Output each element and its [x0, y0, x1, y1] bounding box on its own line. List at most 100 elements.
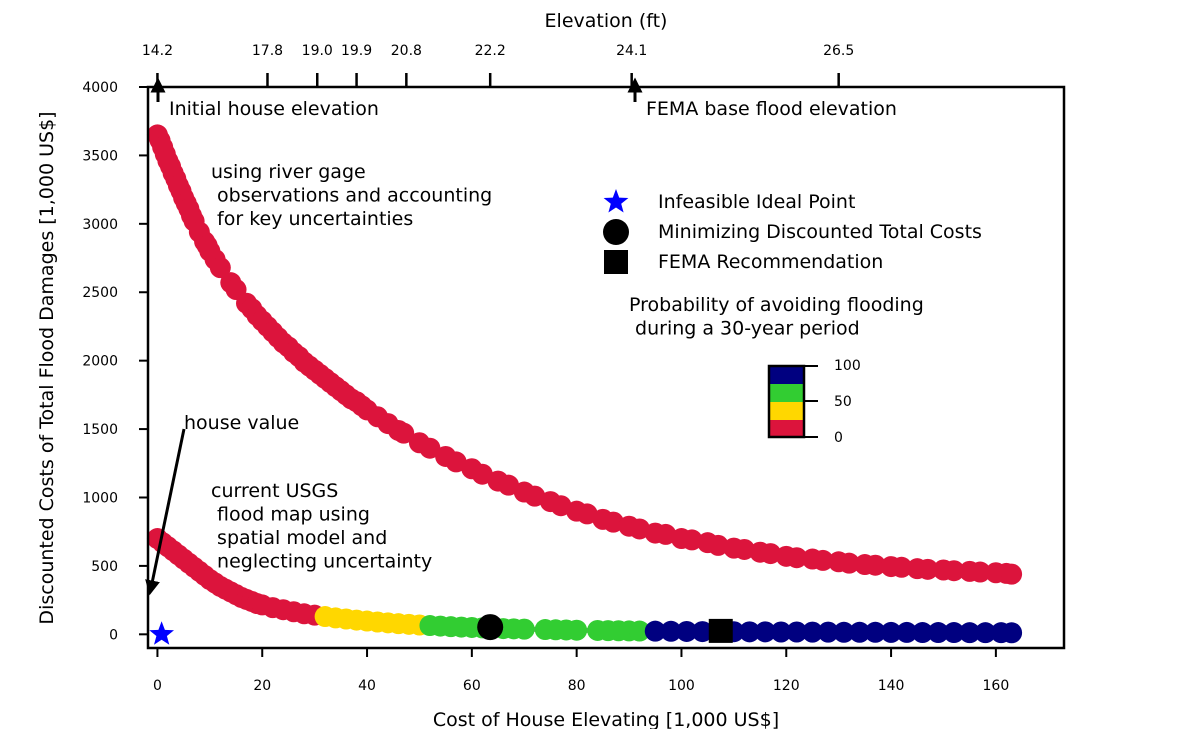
y-tick-label: 3000: [82, 217, 118, 233]
colorbar-tick-label-50: 50: [834, 394, 852, 410]
series-0-point: [917, 558, 939, 580]
top-tick-label: 14.2: [142, 43, 173, 59]
top-axis-label: Elevation (ft): [545, 10, 668, 32]
colorbar-band-green: [769, 384, 804, 402]
min-cost-point: [477, 614, 504, 641]
legend: Infeasible Ideal Point Minimizing Discou…: [603, 189, 982, 274]
legend-entry-fema: FEMA Recommendation: [658, 251, 883, 273]
series-1-point: [566, 619, 588, 641]
series-1-point: [974, 622, 996, 644]
house-value-annotation: house value: [184, 412, 299, 434]
series-1-point: [880, 621, 902, 643]
annotation-line: during a 30-year period: [629, 318, 860, 340]
y-tick-label: 500: [91, 559, 118, 575]
top-tick-label: 19.9: [341, 43, 372, 59]
legend-min-cost-circle-icon: [603, 219, 629, 245]
series-1-point: [770, 621, 792, 643]
x-tick-label: 120: [773, 678, 800, 694]
series-1-point: [739, 621, 761, 643]
top-tick-label: 20.8: [391, 43, 422, 59]
series-0-point: [498, 474, 520, 496]
series-0-point: [707, 534, 729, 556]
top-tick-label: 22.2: [475, 43, 506, 59]
x-tick-label: 60: [463, 678, 481, 694]
x-tick-label: 80: [568, 678, 586, 694]
annotation-line: current USGS: [211, 480, 338, 502]
y-axis-label: Discounted Costs of Total Flood Damages …: [36, 111, 58, 624]
series-1-point: [849, 621, 871, 643]
plot-frame: [146, 85, 1066, 650]
series-0-point: [419, 437, 441, 459]
y-axis-ticks: 0 500 1000 1500 2000 2500 3000 3500 4000: [82, 80, 148, 643]
house-value-arrow: [145, 428, 186, 596]
top-tick-label: 17.8: [252, 43, 283, 59]
initial-elevation-annotation: Initial house elevation: [169, 98, 379, 120]
series-0-point: [943, 560, 965, 582]
y-tick-label: 0: [109, 627, 118, 643]
legend-entry-ideal: Infeasible Ideal Point: [658, 191, 855, 213]
fema-point: [708, 618, 733, 643]
series-0-point: [733, 538, 755, 560]
series-0-point: [1001, 563, 1023, 585]
series-0-point: [209, 257, 231, 279]
series-0-point: [760, 543, 782, 565]
top-tick-label: 24.1: [616, 43, 647, 59]
series-1-point: [943, 622, 965, 644]
y-tick-label: 1000: [82, 490, 118, 506]
series-1-point: [513, 618, 535, 640]
series-0-point: [393, 422, 415, 444]
annotation-line: neglecting uncertainty: [211, 551, 432, 573]
series-1-point: [817, 621, 839, 643]
series-1-point: [833, 621, 855, 643]
series-1-point: [644, 620, 666, 642]
colorbar-band-navy: [769, 366, 804, 384]
legend-entry-min-cost: Minimizing Discounted Total Costs: [658, 221, 982, 243]
legend-ideal-star-icon: [603, 189, 629, 213]
colorbar-tick-label-0: 0: [834, 430, 843, 446]
series-1-point: [864, 621, 886, 643]
top-tick-label: 26.5: [823, 43, 854, 59]
colorbar-tick-label-100: 100: [834, 358, 861, 374]
y-tick-label: 4000: [82, 80, 118, 96]
lower-curve-annotation: current USGS flood map using spatial mod…: [211, 480, 432, 573]
annotation-line: Probability of avoiding flooding: [629, 294, 924, 316]
series-1-point: [676, 620, 698, 642]
colorbar-band-yellow: [769, 402, 804, 420]
series-0-point: [969, 561, 991, 583]
colorbar: Probability of avoiding flooding during …: [629, 294, 924, 446]
ideal-point-star-icon: [149, 621, 174, 645]
x-tick-label: 140: [878, 678, 905, 694]
series-1-point: [801, 621, 823, 643]
x-tick-label: 40: [358, 678, 376, 694]
series-1-point: [629, 620, 651, 642]
series-0-point: [655, 523, 677, 545]
x-axis-ticks: 0 20 40 60 80 100 120 140 160: [153, 648, 1009, 694]
series-1-point: [912, 622, 934, 644]
series-1-point: [959, 622, 981, 644]
series-1-point: [896, 621, 918, 643]
series-0-point: [864, 554, 886, 576]
x-tick-label: 20: [253, 678, 271, 694]
upper-curve-annotation: using river gage observations and accoun…: [211, 161, 492, 230]
colorbar-title: Probability of avoiding flooding during …: [629, 294, 924, 340]
annotation-line: using river gage: [211, 161, 366, 183]
colorbar-band-red: [769, 420, 804, 437]
top-axis-ticks: 14.2 17.8 19.0 19.9 20.8 22.2 24.1 26.5: [142, 43, 854, 87]
series-0-point: [445, 451, 467, 473]
series-0-point: [681, 529, 703, 551]
series-0-point: [786, 547, 808, 569]
annotation-line: flood map using: [211, 504, 370, 526]
legend-fema-square-icon: [604, 250, 628, 274]
annotation-line: for key uncertainties: [211, 208, 413, 230]
series-0-point: [602, 511, 624, 533]
series-1-point: [786, 621, 808, 643]
highlight-layer: [149, 614, 733, 645]
x-tick-label: 160: [983, 678, 1010, 694]
series-0-point: [891, 556, 913, 578]
x-tick-label: 0: [153, 678, 162, 694]
series-1-point: [1001, 622, 1023, 644]
series-layer: [146, 124, 1023, 644]
series-1-point: [927, 622, 949, 644]
series-0-point: [471, 463, 493, 485]
